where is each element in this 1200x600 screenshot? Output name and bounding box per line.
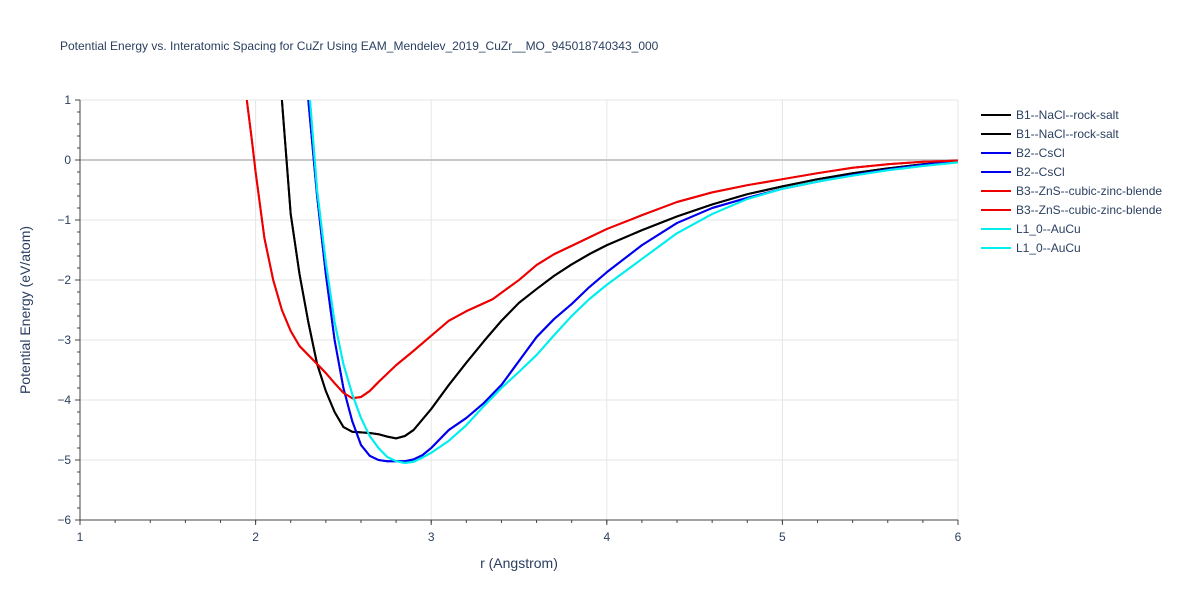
y-axis-ticks: −6 −5 −4 −3 −2 −1 0 1	[57, 93, 80, 527]
legend-item[interactable]: B3--ZnS--cubic-zinc-blende	[981, 203, 1162, 217]
x-tick-label: 4	[603, 530, 610, 544]
legend-item[interactable]: B2--CsCl	[981, 165, 1065, 179]
legend-label: L1_0--AuCu	[1016, 241, 1081, 255]
legend-item[interactable]: B3--ZnS--cubic-zinc-blende	[981, 184, 1162, 198]
legend-label: B3--ZnS--cubic-zinc-blende	[1016, 184, 1162, 198]
x-tick-label: 3	[428, 530, 435, 544]
x-tick-label: 1	[77, 530, 84, 544]
y-tick-label: −1	[57, 213, 71, 227]
series-line-2[interactable]	[280, 100, 958, 440]
legend-item[interactable]: L1_0--AuCu	[981, 222, 1081, 236]
y-axis-label: Potential Energy (eV/atom)	[17, 226, 33, 394]
x-axis-label: r (Angstrom)	[480, 555, 558, 571]
legend-item[interactable]: B1--NaCl--rock-salt	[981, 108, 1119, 122]
legend-label: B3--ZnS--cubic-zinc-blende	[1016, 203, 1162, 217]
legend-label: L1_0--AuCu	[1016, 222, 1081, 236]
legend-label: B1--NaCl--rock-salt	[1016, 108, 1119, 122]
y-tick-label: −4	[57, 393, 71, 407]
y-tick-label: 0	[64, 153, 71, 167]
legend-label: B2--CsCl	[1016, 146, 1065, 160]
y-tick-label: −3	[57, 333, 71, 347]
legend-label: B1--NaCl--rock-salt	[1016, 127, 1119, 141]
series-line-6[interactable]	[245, 100, 958, 400]
series-group	[245, 100, 958, 464]
x-tick-label: 2	[252, 530, 259, 544]
x-axis-ticks: 1 2 3 4 5 6	[77, 520, 962, 544]
legend-item[interactable]: L1_0--AuCu	[981, 241, 1081, 255]
legend-item[interactable]: B1--NaCl--rock-salt	[981, 127, 1119, 141]
legend-item[interactable]: B2--CsCl	[981, 146, 1065, 160]
y-tick-label: −6	[57, 513, 71, 527]
y-tick-label: −5	[57, 453, 71, 467]
chart-title: Potential Energy vs. Interatomic Spacing…	[60, 39, 659, 53]
y-tick-label: −2	[57, 273, 71, 287]
series-line-8[interactable]	[309, 100, 958, 464]
legend[interactable]: B1--NaCl--rock-salt B1--NaCl--rock-salt B2…	[981, 108, 1162, 255]
x-tick-label: 5	[779, 530, 786, 544]
legend-label: B2--CsCl	[1016, 165, 1065, 179]
axes	[79, 100, 958, 521]
x-tick-label: 6	[955, 530, 962, 544]
y-tick-label: 1	[64, 93, 71, 107]
